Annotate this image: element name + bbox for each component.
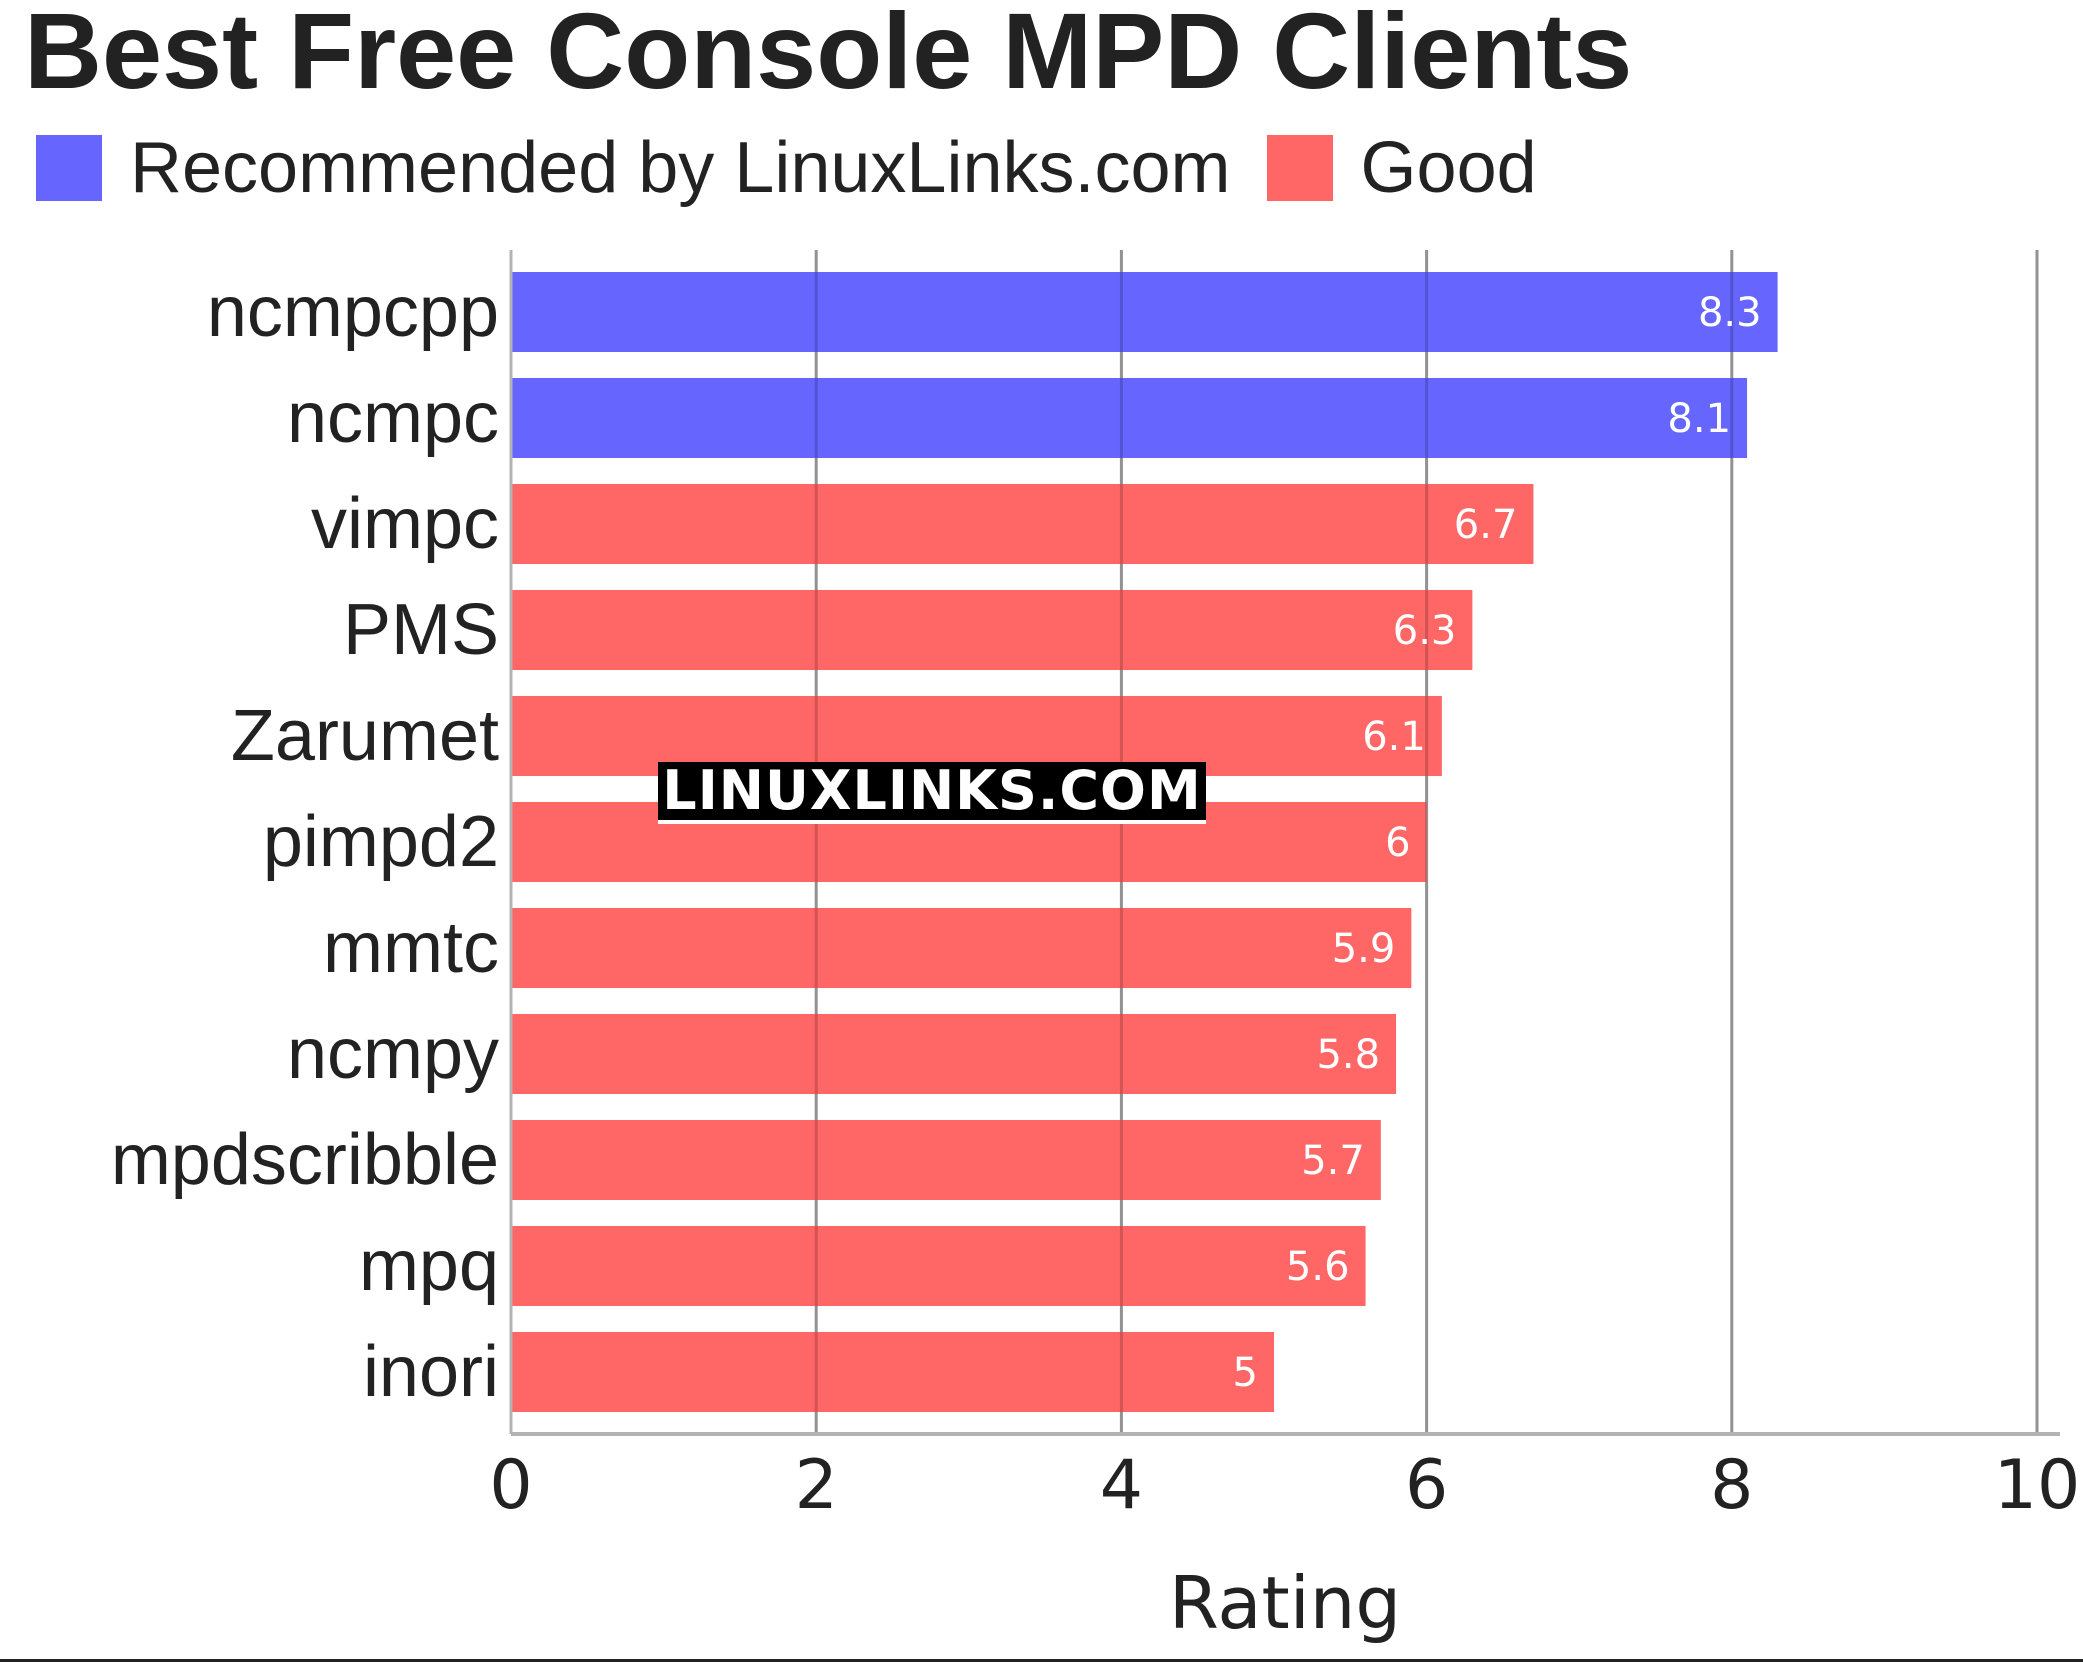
x-tick-label-8: 8: [1710, 1446, 1753, 1525]
bar-ncmpc: [511, 378, 1748, 458]
bar-mmtc: [511, 908, 1412, 988]
category-label-inori: inori: [363, 1332, 499, 1412]
bar-inori: [511, 1332, 1274, 1412]
value-label-Zarumet: 6.1: [1362, 714, 1426, 760]
category-label-ncmpcpp: ncmpcpp: [207, 272, 499, 352]
bottom-divider: [0, 1659, 2083, 1662]
x-tick-label-10: 10: [1994, 1446, 2081, 1525]
bar-mpq: [511, 1226, 1366, 1306]
category-label-mpq: mpq: [359, 1226, 499, 1306]
legend-swatch-recommended: [36, 135, 102, 201]
x-tick-label-6: 6: [1405, 1446, 1448, 1525]
grid-overlay: [814, 250, 2039, 1434]
x-tick-label-0: 0: [489, 1446, 532, 1525]
x-tick-label-2: 2: [795, 1446, 838, 1525]
legend-swatch-good: [1266, 135, 1333, 201]
bar-ncmpy: [511, 1014, 1397, 1094]
legend-item-good: Good: [1266, 127, 1537, 209]
bar-mpdscribble: [511, 1120, 1381, 1200]
category-label-Zarumet: Zarumet: [231, 696, 499, 776]
value-label-ncmpy: 5.8: [1316, 1032, 1380, 1078]
bars: [511, 272, 1778, 1412]
bar-ncmpcpp: [511, 272, 1778, 352]
watermark-logo: LINUXLINKS.COM: [658, 762, 1206, 824]
value-label-mmtc: 5.9: [1332, 926, 1396, 972]
bar-vimpc: [511, 484, 1534, 564]
value-label-ncmpcpp: 8.3: [1698, 290, 1762, 336]
value-label-mpq: 5.6: [1286, 1244, 1350, 1290]
legend: Recommended by LinuxLinks.com Good: [36, 128, 1573, 208]
x-tick-label-4: 4: [1100, 1446, 1143, 1525]
value-label-ncmpc: 8.1: [1667, 396, 1731, 442]
category-label-PMS: PMS: [343, 590, 499, 670]
value-label-mpdscribble: 5.7: [1301, 1138, 1365, 1184]
chart-title: Best Free Console MPD Clients: [24, 0, 1633, 111]
category-label-mmtc: mmtc: [323, 908, 499, 988]
axes: [509, 250, 2060, 1436]
category-label-ncmpy: ncmpy: [287, 1014, 499, 1094]
category-label-pimpd2: pimpd2: [263, 802, 499, 882]
bar-PMS: [511, 590, 1473, 670]
category-label-ncmpc: ncmpc: [287, 378, 499, 458]
value-label-pimpd2: 6: [1385, 820, 1410, 866]
labels: ncmpcpp 8.3 ncmpc 8.1 vimpc 6.7 PMS 6.3 Zarumet 6…: [111, 272, 2080, 1525]
category-label-vimpc: vimpc: [311, 484, 499, 564]
value-label-inori: 5: [1233, 1350, 1258, 1396]
legend-label-good: Good: [1360, 128, 1537, 208]
x-axis-title: Rating: [1169, 1561, 1401, 1645]
value-label-PMS: 6.3: [1393, 608, 1457, 654]
legend-label-recommended: Recommended by LinuxLinks.com: [130, 128, 1231, 208]
value-label-vimpc: 6.7: [1454, 502, 1518, 548]
legend-item-recommended: Recommended by LinuxLinks.com: [36, 127, 1231, 209]
category-label-mpdscribble: mpdscribble: [111, 1120, 499, 1200]
